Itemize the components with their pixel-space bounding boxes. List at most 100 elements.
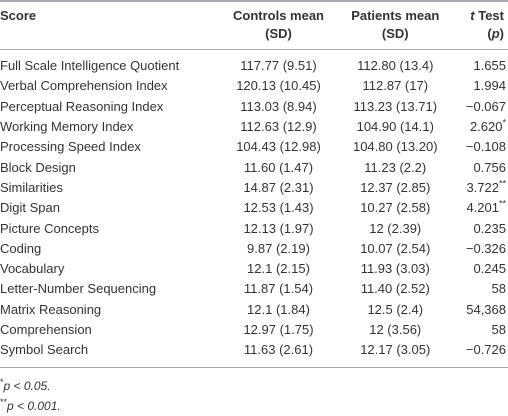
cell: 58	[453, 279, 508, 299]
cell: 12.5 (2.4)	[367, 301, 424, 317]
cell: Verbal Comprehension Index	[0, 78, 168, 94]
cell: 3.722**	[453, 178, 508, 198]
cell: 12.1 (1.84)	[247, 301, 310, 317]
header-cell: Score	[0, 1, 219, 50]
table-body: Full Scale Intelligence Quotient 117.77 (…	[0, 50, 508, 368]
footnote: **p < 0.001.	[0, 396, 508, 416]
header-line: (p)	[457, 25, 504, 43]
header-text: )	[499, 26, 504, 41]
header-cell: t Test (p)	[453, 1, 508, 50]
cell-value: −0.726	[465, 342, 506, 358]
header-line: (SD)	[265, 26, 292, 41]
cell: 11.40 (2.52)	[360, 281, 430, 297]
cell: 12.13 (1.97)	[243, 220, 314, 236]
table-row: Processing Speed Index 104.43 (12.98) 104.…	[0, 137, 508, 157]
cell: −0.726	[453, 340, 508, 368]
footnote-mark: **	[0, 397, 8, 408]
table-row: Symbol Search 11.63 (2.61) 12.17 (3.05) −0.…	[0, 340, 508, 368]
header-line: Patients mean	[351, 8, 440, 23]
table-row: Comprehension 12.97 (1.75) 12 (3.56) 58	[0, 320, 508, 340]
significance-mark: **	[498, 198, 506, 209]
header-line: Controls mean	[232, 8, 324, 23]
cell: 9.87 (2.19)	[247, 240, 310, 256]
cell-value: −0.067	[465, 98, 506, 114]
header-row: Score Controls mean (SD) Patients mean (SD) t…	[0, 1, 508, 50]
cell: 0.245	[453, 259, 508, 279]
cell-value: 2.620	[469, 119, 503, 135]
table-row: Block Design 11.60 (1.47) 11.23 (2.2) 0.756	[0, 157, 508, 177]
cell: Matrix Reasoning	[0, 301, 102, 317]
cell: 112.63 (12.9)	[240, 119, 317, 135]
cell: Similarities	[0, 179, 63, 195]
cell: 0.235	[453, 218, 508, 238]
cell: Working Memory Index	[0, 119, 134, 135]
cell: 113.03 (8.94)	[240, 98, 317, 114]
cell: 112.80 (13.4)	[357, 58, 434, 74]
header-line: (SD)	[381, 26, 409, 41]
cell: 120.13 (10.45)	[236, 78, 321, 94]
table-row: Similarities 14.87 (2.31) 12.37 (2.85) 3.72…	[0, 178, 508, 198]
cell: 104.80 (13.20)	[352, 139, 438, 155]
cell: 12 (3.56)	[369, 322, 422, 337]
cell: Full Scale Intelligence Quotient	[0, 58, 180, 74]
cell-value: 54,368	[466, 301, 506, 317]
footnote-text: p < 0.05.	[3, 379, 51, 394]
table-row: Coding 9.87 (2.19) 10.07 (2.54) −0.326	[0, 239, 508, 259]
cell: 113.23 (13.71)	[353, 98, 438, 114]
cell: 11.87 (1.54)	[243, 281, 314, 297]
cell: Coding	[0, 240, 42, 256]
header-text: (	[487, 26, 492, 41]
header-cell: Controls mean (SD)	[219, 1, 337, 50]
cell: −0.067	[453, 97, 508, 117]
cell: 11.93 (3.03)	[360, 261, 430, 277]
significance-mark: **	[498, 178, 506, 189]
cell: 0.756	[453, 157, 508, 177]
cell: 104.90 (14.1)	[356, 119, 434, 135]
footnote: *p < 0.05.	[0, 376, 508, 396]
footnote-mark: *	[0, 377, 4, 388]
cell-value: 3.722	[466, 179, 499, 195]
cell: Picture Concepts	[0, 220, 99, 236]
footnote-text: p < 0.001.	[7, 399, 61, 414]
cell: Digit Span	[0, 200, 60, 216]
table-row: Perceptual Reasoning Index 113.03 (8.94) 1…	[0, 97, 508, 117]
table-row: Picture Concepts 12.13 (1.97) 12 (2.39) 0.2…	[0, 218, 508, 238]
header-text: Test	[474, 8, 504, 23]
table-row: Digit Span 12.53 (1.43) 10.27 (2.58) 4.201*…	[0, 198, 508, 218]
cell-value: 58	[491, 281, 506, 297]
cell: −0.326	[453, 239, 508, 259]
cell: Letter-Number Sequencing	[0, 281, 157, 297]
cell: 11.60 (1.47)	[243, 159, 314, 175]
cell: 12.53 (1.43)	[243, 200, 314, 216]
cell: 4.201**	[453, 198, 508, 218]
cell-value: 1.655	[473, 58, 506, 74]
cell: Comprehension	[0, 322, 92, 337]
cell: 58	[453, 320, 508, 340]
cell-value: −0.326	[465, 240, 506, 256]
cell: Vocabulary	[0, 261, 65, 277]
cell: 104.43 (12.98)	[236, 139, 321, 155]
table-row: Vocabulary 12.1 (2.15) 11.93 (3.03) 0.245	[0, 259, 508, 279]
cell: Processing Speed Index	[0, 139, 141, 155]
cell: 12.37 (2.85)	[360, 179, 431, 195]
cell-value: 0.245	[473, 261, 506, 277]
header-line: Score	[0, 8, 37, 23]
cell: 1.994	[453, 76, 508, 96]
cell: 112.87 (17)	[362, 78, 429, 94]
cell: 117.77 (9.51)	[240, 58, 317, 74]
cell: 2.620*	[453, 117, 508, 137]
cell-value: −0.108	[465, 139, 506, 155]
cell: 12.97 (1.75)	[243, 322, 314, 337]
cell: 11.23 (2.2)	[364, 159, 427, 175]
cell: 12 (2.39)	[369, 220, 422, 236]
header-text: p	[491, 26, 500, 41]
cell-value: 0.756	[473, 159, 506, 175]
cell: 54,368	[453, 300, 508, 320]
table-row: Working Memory Index 112.63 (12.9) 104.90 …	[0, 117, 508, 137]
cell: Perceptual Reasoning Index	[0, 98, 164, 114]
cell: Symbol Search	[0, 342, 89, 358]
table-row: Full Scale Intelligence Quotient 117.77 (…	[0, 50, 508, 77]
cell-value: 1.994	[473, 78, 506, 94]
cell-value: 58	[491, 322, 506, 337]
